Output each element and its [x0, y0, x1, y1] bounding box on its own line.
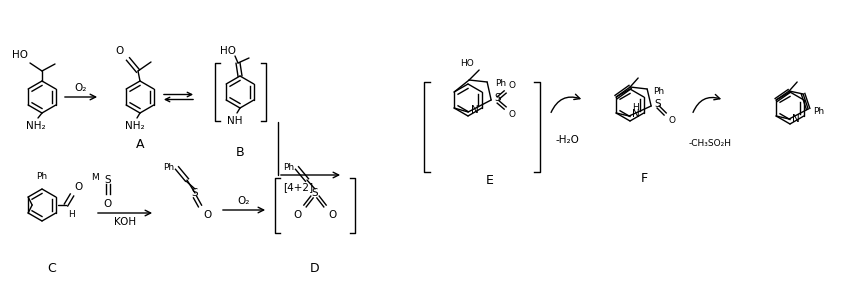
Text: HO: HO — [220, 46, 236, 56]
Text: O: O — [293, 210, 302, 220]
Text: HO: HO — [12, 50, 28, 60]
Text: S: S — [494, 93, 501, 103]
Text: O: O — [115, 46, 124, 56]
Text: Ph: Ph — [495, 79, 506, 88]
Text: O: O — [104, 199, 112, 209]
Text: N: N — [632, 109, 640, 119]
Text: NH₂: NH₂ — [26, 121, 46, 131]
Text: B: B — [236, 146, 244, 159]
Text: NH: NH — [227, 116, 243, 126]
Text: Ph: Ph — [36, 172, 48, 181]
Text: NH₂: NH₂ — [125, 121, 145, 131]
Text: D: D — [310, 262, 319, 274]
Text: S: S — [312, 188, 319, 198]
Text: M: M — [91, 173, 99, 182]
Text: A: A — [135, 139, 144, 152]
Text: S: S — [105, 175, 111, 185]
Text: Ph: Ph — [283, 163, 294, 172]
Text: Ph: Ph — [813, 107, 825, 116]
Text: H: H — [632, 102, 639, 111]
Text: O₂: O₂ — [238, 196, 250, 206]
Text: C: C — [48, 262, 56, 274]
Text: O: O — [508, 110, 515, 119]
Text: E: E — [486, 173, 494, 187]
Text: F: F — [641, 171, 648, 184]
Text: S: S — [192, 188, 198, 198]
Text: HO: HO — [460, 59, 474, 68]
Text: N: N — [792, 114, 800, 124]
Text: O: O — [328, 210, 336, 220]
Text: S: S — [654, 99, 661, 109]
Text: O: O — [668, 116, 675, 125]
Text: [4+2]: [4+2] — [283, 182, 313, 192]
Text: N: N — [471, 105, 479, 115]
Text: -H₂O: -H₂O — [555, 135, 579, 145]
Text: -CH₃SO₂H: -CH₃SO₂H — [688, 139, 732, 148]
Text: O₂: O₂ — [75, 83, 87, 93]
Text: H: H — [68, 210, 75, 219]
Text: Ph: Ph — [163, 163, 174, 172]
Text: O: O — [74, 182, 82, 192]
Text: KOH: KOH — [114, 217, 136, 227]
Text: Ph: Ph — [653, 86, 664, 95]
Text: O: O — [508, 81, 515, 90]
Text: O: O — [203, 210, 211, 220]
